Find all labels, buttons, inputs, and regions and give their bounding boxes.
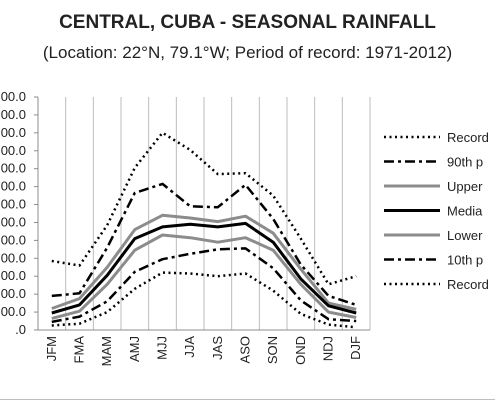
y-tick-label: 00.0: [1, 214, 26, 229]
x-tick-label: AMJ: [127, 336, 142, 362]
x-tick-label: SON: [265, 336, 280, 364]
legend-label: 10th p: [447, 253, 483, 268]
x-tick-label: OND: [293, 336, 308, 365]
y-tick-label: 00.0: [1, 161, 26, 176]
series-line-5: [51, 247, 357, 324]
x-tick-label: NDJ: [321, 336, 336, 361]
x-tick-label: JFM: [44, 336, 59, 361]
x-tick-label: FMA: [72, 336, 87, 364]
series-line-4: [51, 233, 357, 320]
y-tick-label: 00.0: [1, 89, 26, 104]
chart-title: CENTRAL, CUBA - SEASONAL RAINFALL: [59, 12, 436, 33]
chart-subtitle: (Location: 22°N, 79.1°W; Period of recor…: [42, 43, 453, 62]
series-line-3: [51, 221, 357, 315]
legend-label: 90th p: [447, 155, 483, 170]
series-line-1: [51, 182, 357, 307]
series-line-2: [51, 213, 357, 311]
legend-label: Upper: [447, 179, 483, 194]
x-tick-label: MAM: [99, 336, 114, 366]
x-tick-label: JAS: [210, 336, 225, 360]
x-tick-label: DJF: [348, 336, 363, 360]
legend-label: Lower: [447, 228, 483, 243]
y-tick-label: 00.0: [1, 286, 26, 301]
y-tick-label: 00.0: [1, 143, 26, 158]
x-tick-label: JJA: [182, 336, 197, 358]
legend-label: Record: [447, 277, 489, 292]
legend-label: Media: [447, 204, 483, 219]
y-tick-label: 00.0: [1, 268, 26, 283]
y-tick-label: 00.0: [1, 179, 26, 194]
y-tick-label: 00.0: [1, 107, 26, 122]
x-tick-label: ASO: [238, 336, 253, 363]
y-tick-label: .0: [15, 322, 26, 337]
y-tick-label: 00.0: [1, 125, 26, 140]
y-tick-label: 00.0: [1, 232, 26, 247]
y-tick-label: 00.0: [1, 250, 26, 265]
y-tick-label: 00.0: [1, 304, 26, 319]
legend-label: Record: [447, 130, 489, 145]
y-tick-label: 00.0: [1, 197, 26, 212]
x-tick-label: MJJ: [155, 336, 170, 360]
